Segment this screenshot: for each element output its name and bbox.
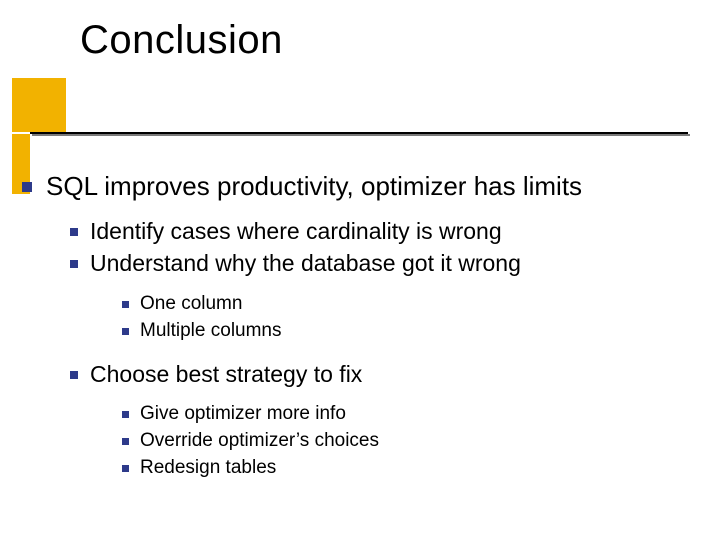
- bullet-text: Choose best strategy to fix: [90, 360, 362, 389]
- bullet-l2: Identify cases where cardinality is wron…: [70, 217, 702, 246]
- bullet-l3: Redesign tables: [122, 456, 702, 480]
- square-bullet-icon: [122, 465, 129, 472]
- slide-title: Conclusion: [80, 18, 283, 63]
- bullet-text: One column: [140, 292, 242, 316]
- bullet-l3: Override optimizer’s choices: [122, 429, 702, 453]
- bullet-text: Multiple columns: [140, 319, 282, 343]
- bullet-l3: Multiple columns: [122, 319, 702, 343]
- bullet-text: Understand why the database got it wrong: [90, 249, 521, 278]
- square-bullet-icon: [22, 182, 32, 192]
- square-bullet-icon: [122, 438, 129, 445]
- bullet-l2: Understand why the database got it wrong: [70, 249, 702, 278]
- bullet-text: Redesign tables: [140, 456, 276, 480]
- square-bullet-icon: [122, 328, 129, 335]
- accent-block-top: [12, 78, 66, 132]
- bullet-l2: Choose best strategy to fix: [70, 360, 702, 389]
- bullet-l3: Give optimizer more info: [122, 402, 702, 426]
- bullet-text: Give optimizer more info: [140, 402, 346, 426]
- square-bullet-icon: [122, 301, 129, 308]
- title-rule: [30, 132, 688, 134]
- title-rule-shadow: [32, 134, 690, 136]
- slide: Conclusion SQL improves productivity, op…: [0, 0, 720, 540]
- bullet-l3: One column: [122, 292, 702, 316]
- bullet-l1: SQL improves productivity, optimizer has…: [22, 170, 702, 203]
- slide-body: SQL improves productivity, optimizer has…: [22, 170, 702, 483]
- square-bullet-icon: [122, 411, 129, 418]
- square-bullet-icon: [70, 260, 78, 268]
- square-bullet-icon: [70, 228, 78, 236]
- bullet-text: Override optimizer’s choices: [140, 429, 379, 453]
- bullet-text: SQL improves productivity, optimizer has…: [46, 170, 582, 203]
- square-bullet-icon: [70, 371, 78, 379]
- bullet-text: Identify cases where cardinality is wron…: [90, 217, 502, 246]
